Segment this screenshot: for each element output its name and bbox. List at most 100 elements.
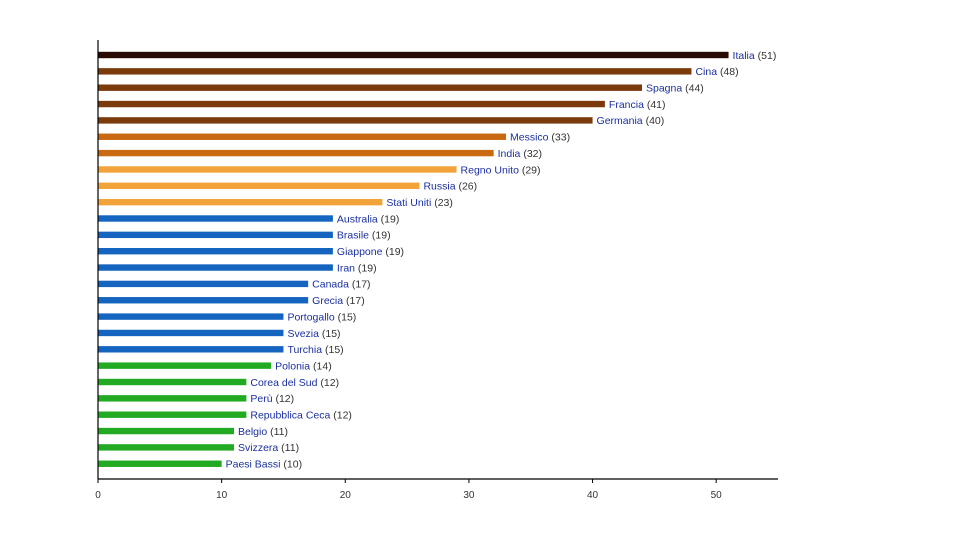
bar-category-label: Australia [337, 213, 378, 225]
bar-value-label: (23) [431, 197, 453, 209]
bar-value-label: (14) [310, 360, 332, 372]
bar [98, 215, 333, 222]
bar-label: Grecia (17) [312, 295, 365, 307]
bar-category-label: Germania [597, 115, 643, 127]
bar-category-label: Messico [510, 132, 549, 144]
bar-label: Svezia (15) [287, 328, 340, 340]
x-tick-label: 40 [587, 490, 599, 501]
bar-label: Polonia (14) [275, 360, 332, 372]
bar-label: Portogallo (15) [287, 311, 356, 323]
bar-label: Svizzera (11) [238, 442, 299, 454]
bar-category-label: Stati Uniti [386, 197, 431, 209]
bar [98, 182, 420, 189]
x-tick-label: 10 [216, 490, 228, 501]
bar-category-label: Giappone [337, 246, 383, 258]
x-tick-label: 30 [463, 490, 475, 501]
bar-value-label: (15) [335, 311, 357, 323]
bar-value-label: (15) [322, 344, 344, 356]
bar-category-label: Spagna [646, 83, 682, 95]
bar-value-label: (12) [318, 377, 340, 389]
bar-value-label: (51) [755, 50, 777, 62]
bar-label: Belgio (11) [238, 426, 288, 438]
bar-category-label: Svizzera [238, 442, 278, 454]
bar-label: Messico (33) [510, 132, 570, 144]
bar [98, 411, 247, 418]
bar-value-label: (19) [369, 230, 391, 242]
bar-value-label: (17) [349, 279, 371, 291]
bar-category-label: Russia [423, 181, 455, 193]
bar-label: Giappone (19) [337, 246, 404, 258]
bar [98, 378, 247, 386]
bar-value-label: (19) [355, 262, 377, 274]
bar-value-label: (12) [273, 393, 295, 405]
bar-value-label: (33) [549, 132, 571, 144]
bar [98, 248, 333, 255]
bar-label: Canada (17) [312, 279, 370, 291]
bar-label: Regno Unito (29) [461, 164, 541, 176]
bar-label: Russia (26) [423, 181, 477, 193]
bar-category-label: Regno Unito [461, 164, 520, 176]
bar-label: Cina (48) [695, 66, 738, 78]
bar [98, 166, 457, 173]
bar-category-label: Turchia [287, 344, 322, 356]
bar [98, 84, 642, 91]
bar-label: Brasile (19) [337, 230, 391, 242]
x-tick-label: 50 [711, 490, 723, 501]
x-axis-ticks: 0 10 20 30 40 50 [95, 479, 722, 501]
bar-label: Perù (12) [250, 393, 294, 405]
bar-label: Germania (40) [597, 115, 665, 127]
bar [98, 51, 729, 59]
bar-labels-layer: Italia (51)Cina (48)Spagna (44)Francia (… [226, 50, 777, 471]
bar-category-label: Iran [337, 262, 355, 274]
bar-value-label: (15) [319, 328, 341, 340]
bar [98, 460, 222, 467]
bar-label: Turchia (15) [287, 344, 343, 356]
bar [98, 313, 284, 320]
bar-value-label: (19) [382, 246, 404, 258]
bar [98, 297, 309, 304]
bar-category-label: Repubblica Ceca [250, 410, 330, 422]
bar-category-label: Belgio [238, 426, 267, 438]
bar-value-label: (44) [682, 83, 704, 95]
bar-value-label: (26) [456, 181, 478, 193]
bar-category-label: Portogallo [287, 311, 334, 323]
bar [98, 100, 605, 108]
bar [98, 346, 284, 353]
bar-value-label: (10) [280, 459, 302, 471]
bar-label: Stati Uniti (23) [386, 197, 453, 209]
bar [98, 117, 593, 124]
bar [98, 149, 494, 157]
bar-category-label: India [498, 148, 521, 160]
bar-value-label: (11) [267, 426, 288, 438]
bar [98, 329, 284, 337]
bar-category-label: Grecia [312, 295, 343, 307]
bar [98, 133, 506, 140]
bar-label: Paesi Bassi (10) [226, 459, 302, 471]
bar [98, 264, 333, 271]
bar-category-label: Corea del Sud [250, 377, 317, 389]
bar-label: Spagna (44) [646, 83, 704, 95]
bar-category-label: Polonia [275, 360, 310, 372]
bar [98, 395, 247, 402]
bars-layer [98, 51, 729, 467]
bar-value-label: (40) [643, 115, 665, 127]
bar-label: Francia (41) [609, 99, 666, 111]
bar [98, 362, 272, 369]
bar-value-label: (17) [343, 295, 365, 307]
bar [98, 198, 383, 206]
bar [98, 444, 234, 451]
bar-value-label: (11) [278, 442, 299, 454]
bar-label: Repubblica Ceca (12) [250, 410, 352, 422]
bar-label: Corea del Sud (12) [250, 377, 339, 389]
bar [98, 427, 234, 435]
bar-category-label: Brasile [337, 230, 369, 242]
bar-label: Australia (19) [337, 213, 399, 225]
x-tick-label: 0 [95, 490, 101, 501]
bar-category-label: Svezia [287, 328, 319, 340]
bar-category-label: Canada [312, 279, 349, 291]
bar-value-label: (41) [644, 99, 666, 111]
bar [98, 68, 692, 75]
bar-label: Iran (19) [337, 262, 377, 274]
bar-category-label: Francia [609, 99, 644, 111]
